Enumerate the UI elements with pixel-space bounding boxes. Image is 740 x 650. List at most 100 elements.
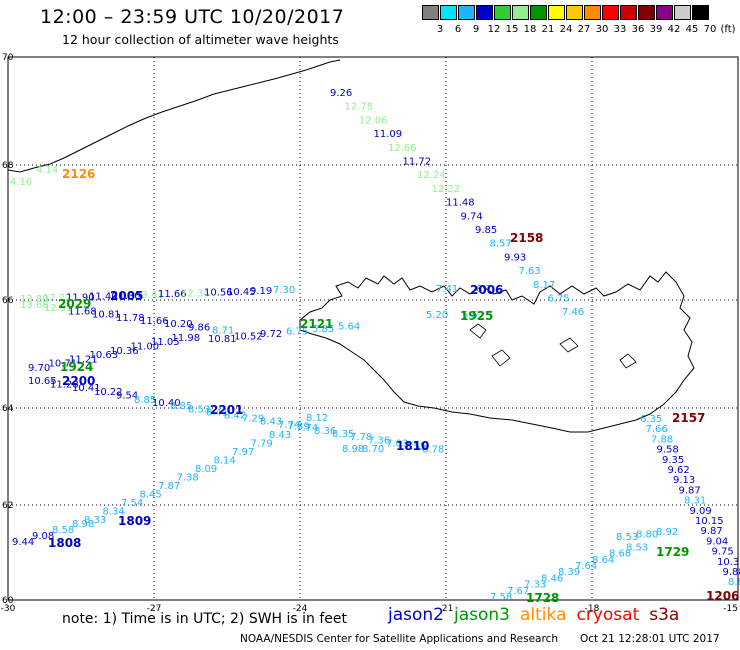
iceland-inland-lakes: [469, 323, 637, 369]
lon-label: -24: [293, 604, 308, 614]
wave-height-value: 7.36: [368, 435, 390, 446]
legend-swatch: [602, 5, 619, 20]
legend-label: 24: [559, 24, 573, 35]
wave-height-value: 10.63: [90, 350, 119, 361]
legend-swatch: [620, 5, 637, 20]
pass-2005: 13.8012.2211.9011.4011.3013.4111.6612.34…: [20, 285, 295, 305]
legend-swatch: [512, 5, 529, 20]
wave-height-value: 10.22: [94, 387, 123, 398]
pass-time-label: 1809: [118, 514, 151, 528]
legend-label: 12: [487, 24, 501, 35]
pass-2157: 6.357.667.889.589.359.629.139.878.319.09…: [640, 411, 740, 588]
wave-height-value: 9.08: [32, 531, 54, 542]
wave-height-value: 10.41: [72, 383, 101, 394]
pass-time-label: 2029: [58, 297, 91, 311]
wave-height-value: 7.87: [158, 481, 180, 492]
wave-height-value: 9.58: [657, 445, 679, 456]
pass-2201: 8.8510.408.858.538.418.427.298.437.747.7…: [134, 395, 444, 456]
wave-height-value: 7.33: [524, 580, 546, 591]
legend-swatch: [656, 5, 673, 20]
legend-label: 3: [436, 24, 444, 35]
wave-height-value: 7.88: [651, 434, 673, 445]
wave-height-value: 11.72: [403, 157, 432, 168]
pass-time-label: 1808: [48, 536, 81, 550]
wave-height-value: 7.39: [288, 422, 310, 433]
wave-height-value: 8.53: [188, 404, 210, 415]
lat-label: 60: [2, 596, 14, 606]
page-title: 12:00 – 23:59 UTC 10/20/2017: [40, 6, 345, 28]
wave-height-value: 7.66: [646, 424, 668, 435]
legend-swatch: [584, 5, 601, 20]
wave-height-value: 7.46: [562, 307, 584, 318]
wave-height-value: 9.74: [461, 211, 483, 222]
pass-time-label: 2200: [62, 374, 95, 388]
legend-label: 70: [703, 24, 717, 35]
wave-height-value: 13.68: [20, 300, 49, 311]
wave-height-value: 4.14: [36, 165, 58, 176]
greenland-coastline: [7, 59, 341, 173]
wave-height-value: 11.48: [446, 198, 475, 209]
lon-label: -27: [147, 604, 162, 614]
greenland-outline: [7, 59, 341, 173]
wave-height-value: 8.98: [342, 444, 364, 455]
pass-time-label: 2157: [672, 411, 705, 425]
map-frame: [7, 56, 739, 601]
wave-height-value: 9.26: [330, 88, 352, 99]
legend-label: 15: [505, 24, 519, 35]
legend-label: 45: [685, 24, 699, 35]
wave-height-value: 8.31: [684, 496, 706, 507]
wave-height-value: 9.62: [668, 465, 690, 476]
wave-height-value: 8.36: [314, 426, 336, 437]
wave-height-value: 8.41: [206, 407, 228, 418]
legend-swatch: [458, 5, 475, 20]
iceland-coastline: [299, 271, 695, 433]
wave-height-value: 9.19: [250, 286, 272, 297]
legend-label: 42: [667, 24, 681, 35]
lon-label: -18: [585, 604, 600, 614]
legend-swatch: [692, 5, 709, 20]
wave-height-value: 8.42: [224, 411, 246, 422]
wave-height-value: 8.64: [592, 555, 614, 566]
wave-height-value: 8.39: [558, 567, 580, 578]
pass-time-label: 1925: [460, 309, 493, 323]
lon-label: -21: [439, 604, 454, 614]
wave-height-value: 8.53: [626, 542, 648, 553]
wave-height-value: 7.41: [436, 284, 458, 295]
wave-height-value: 8.14: [214, 456, 236, 467]
wave-height-value: 10.45: [227, 287, 256, 298]
wave-height-value: 8.85: [134, 395, 156, 406]
wave-height-value: 10.81: [208, 334, 237, 345]
footer-credit: NOAA/NESDIS Center for Satellite Applica…: [240, 633, 558, 645]
footer-timestamp: Oct 21 12:28:01 UTC 2017: [580, 633, 720, 645]
legend-swatch: [530, 5, 547, 20]
wave-height-value: 9.88: [723, 567, 740, 578]
legend-label: 18: [523, 24, 537, 35]
wave-height-value: 8.58: [52, 525, 74, 536]
legend-label: 6: [454, 24, 462, 35]
pass-2126: 4.16 4.14 2126: [10, 165, 95, 188]
pass-1809: 8.338.347.548.457.877.388.098.147.977.79…: [84, 413, 328, 528]
pass-time-label: 1728: [526, 591, 559, 605]
pass-1729: 8.538.808.92 1729: [616, 527, 689, 559]
wave-height-value: 8.33: [84, 515, 106, 526]
satellite-jason2: jason2: [388, 605, 444, 625]
wave-height-value: 8.17: [533, 280, 555, 291]
legend-swatch: [638, 5, 655, 20]
wave-height-value: 7.55: [404, 442, 426, 453]
wave-height-value: 8.85: [170, 401, 192, 412]
wave-height-value: 10.65: [28, 376, 57, 387]
pass-time-label: 1206: [706, 589, 739, 603]
wave-height-value: 8.68: [609, 549, 631, 560]
pass-time-label: 1729: [656, 545, 689, 559]
pass-time-label: 2158: [510, 231, 543, 245]
wave-height-value: 7.30: [273, 285, 295, 296]
wave-height-value: 11.66: [140, 316, 169, 327]
wave-height-value: 9.35: [662, 455, 684, 466]
wave-height-value: 11.40: [89, 292, 118, 303]
satellite-legend: jason2 jason3 altika cryosat s3a: [388, 605, 689, 625]
page-subtitle: 12 hour collection of altimeter wave hei…: [62, 32, 339, 47]
wave-height-value: 7.63: [519, 266, 541, 277]
lon-label: -30: [1, 604, 16, 614]
